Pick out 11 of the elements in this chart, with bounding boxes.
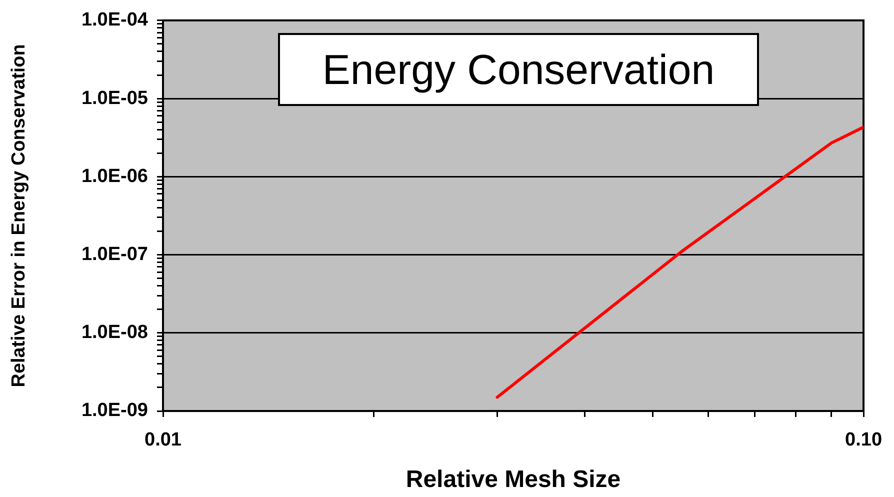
y-tick-label: 1.0E-06 [81, 166, 148, 187]
text: Energy Conservation [322, 46, 715, 94]
y-tick-label: 1.0E-07 [81, 244, 148, 265]
y-axis-title: Relative Error in Energy Conservation [8, 44, 30, 388]
x-tick-label: 0.10 [845, 430, 882, 451]
y-tick-label: 1.0E-04 [81, 10, 148, 31]
y-tick-label: 1.0E-09 [81, 400, 148, 422]
y-tick-label: 1.0E-05 [81, 88, 148, 109]
x-axis-title: Relative Mesh Size [406, 466, 621, 494]
x-tick-label: 0.01 [144, 430, 182, 451]
y-tick-label: 1.0E-08 [81, 322, 148, 344]
